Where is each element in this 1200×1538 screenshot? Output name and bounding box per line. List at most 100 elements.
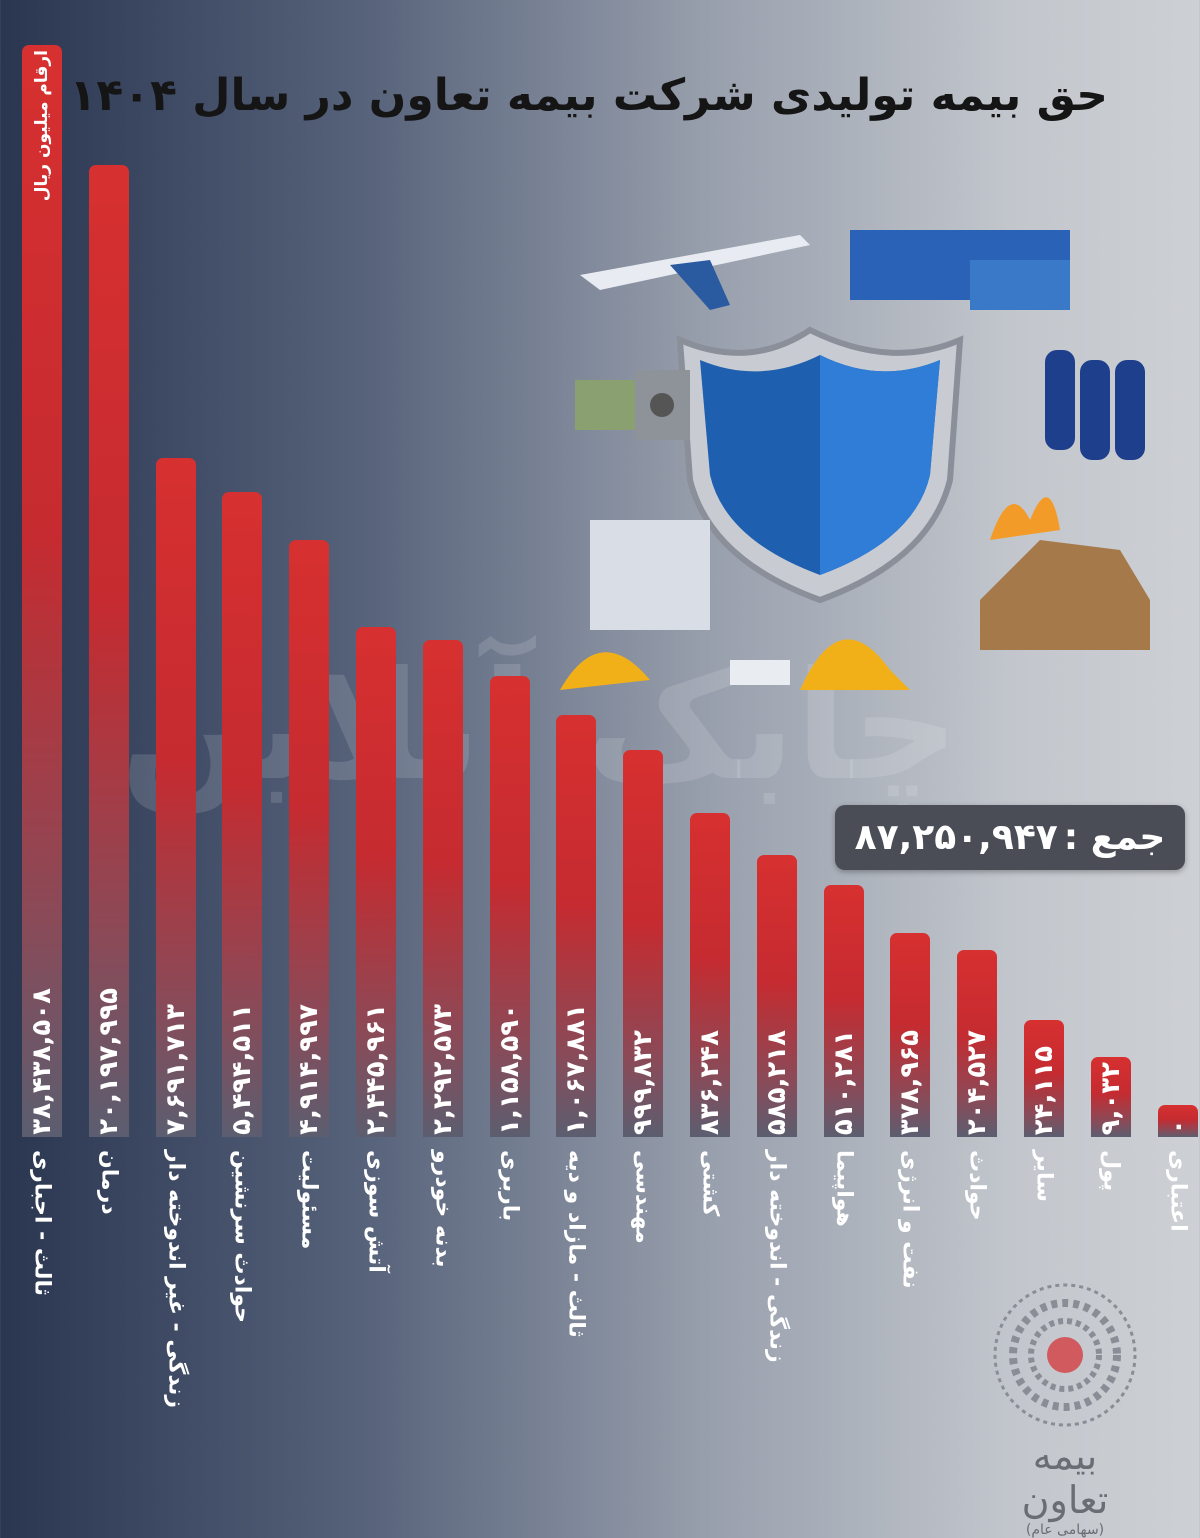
data-label-text: ۲,۲۹۲,۵۷۳ [428, 1004, 458, 1135]
bar-17 [1158, 1105, 1198, 1137]
data-label-text: ۷,۶۹۱,۷۱۳ [161, 1004, 191, 1135]
category-label-text: بدنه خودرو [430, 1150, 456, 1268]
bar-14 [957, 950, 997, 1137]
category-label-text: کشتی [697, 1150, 723, 1217]
data-label-text: ۳۸,۴۳۸,۵۰۸ [27, 988, 57, 1135]
bar-13 [890, 933, 930, 1137]
category-label-text: نفت و انرژی [897, 1150, 923, 1289]
category-label-text: اعتباری [1165, 1150, 1191, 1232]
data-label: ۲۴,۱۱۵ [1024, 1024, 1064, 1135]
category-label: حوادث سرنشین [222, 1150, 262, 1323]
data-label-text: ۹,۰۳۲ [1096, 1061, 1126, 1135]
data-label-text: ۵,۴۹۴,۵۱۱ [227, 1004, 257, 1135]
bar-10 [690, 813, 730, 1137]
category-label-text: آتش سوزی [363, 1150, 389, 1273]
data-label: ۵۱۰,۲۸۱ [824, 889, 864, 1135]
bar-3 [222, 492, 262, 1137]
shield-icon [676, 326, 964, 604]
hard-hat-icon [730, 639, 910, 690]
data-label: ۸۳۶,۲۴۸ [690, 817, 730, 1135]
data-label: ۵,۴۹۴,۵۱۱ [222, 496, 262, 1135]
data-label-text: ۲,۴۴۵,۹۶۱ [361, 1004, 391, 1135]
category-label-text: زندگی - اندوخته دار [764, 1150, 790, 1363]
chart-title: حق بیمه تولیدی شرکت بیمه تعاون در سال ۱۴… [69, 70, 1108, 121]
rosette-logo-icon [993, 1283, 1137, 1427]
gas-cylinder-icon [1045, 350, 1145, 460]
bar-7 [490, 676, 530, 1137]
data-label-text: ۰ [1163, 1119, 1193, 1135]
unit-label-text: ارقام میلیون ریال [32, 50, 52, 202]
category-label-text: باربری [497, 1150, 523, 1222]
category-label-text: حوادث سرنشین [229, 1150, 255, 1323]
data-label: ۲,۲۹۲,۵۷۳ [423, 644, 463, 1135]
burning-house-icon [980, 497, 1150, 650]
data-label-text: ۲۰,۱۹۷,۹۹۵ [94, 988, 124, 1135]
category-label: آتش سوزی [356, 1150, 396, 1273]
category-label: درمان [89, 1150, 129, 1215]
logo-subtitle: (سهامی عام) [1025, 1522, 1105, 1538]
data-label-text: ۱,۱۵۸,۵۹۰ [495, 1004, 525, 1135]
data-label: ۰ [1158, 1109, 1198, 1135]
unit-label: ارقام میلیون ریال [22, 50, 62, 201]
data-label: ۳۷۸,۹۶۵ [890, 937, 930, 1135]
bar-12 [824, 885, 864, 1137]
total-box: جمع : ۸۷,۲۵۰,۹۴۷ [835, 805, 1185, 870]
data-label-text: ۴,۹۱۴,۹۹۷ [294, 1004, 324, 1135]
data-label: ۲۰,۱۹۷,۹۹۵ [89, 169, 129, 1135]
category-label: نفت و انرژی [890, 1150, 930, 1289]
bar-4 [289, 540, 329, 1137]
bar-5 [356, 627, 396, 1137]
data-label-text: ۵۱۰,۲۸۱ [829, 1029, 859, 1135]
data-label-text: ۱,۰۶۷,۸۸۱ [561, 1004, 591, 1135]
data-label-text: ۸۳۶,۲۴۸ [695, 1029, 725, 1135]
category-label: هواپیما [824, 1150, 864, 1227]
category-label: کشتی [690, 1150, 730, 1216]
category-label-text: سایر [1031, 1150, 1057, 1202]
category-label: زندگی - اندوخته دار [757, 1150, 797, 1363]
data-label: ۱,۱۵۸,۵۹۰ [490, 680, 530, 1135]
bar-8 [556, 715, 596, 1137]
insurance-illustrations [560, 230, 1150, 690]
category-label-text: زندگی - غیر اندوخته دار [163, 1150, 189, 1409]
category-label-text: مهندسی [630, 1150, 656, 1244]
category-label: پول [1091, 1150, 1131, 1191]
data-label: ۳۸,۴۳۸,۵۰۸ [22, 49, 62, 1135]
data-label-text: ۵۸۵,۲۱۸ [762, 1029, 792, 1135]
bar-0 [22, 45, 62, 1137]
data-label: ۵۸۵,۲۱۸ [757, 859, 797, 1135]
category-label: بدنه خودرو [423, 1150, 463, 1268]
data-label: ۹۹۹,۸۳۲ [623, 754, 663, 1135]
category-label-text: مسئولیت [296, 1150, 322, 1250]
bar-6 [423, 640, 463, 1137]
data-label-text: ۲۴,۱۱۵ [1029, 1045, 1059, 1135]
category-label: زندگی - غیر اندوخته دار [156, 1150, 196, 1408]
category-label: مهندسی [623, 1150, 663, 1244]
total-value: ۸۷,۲۵۰,۹۴۷ [854, 817, 1058, 858]
category-label-text: ثالث - مازاد و دیه [563, 1150, 589, 1338]
data-label: ۷,۶۹۱,۷۱۳ [156, 462, 196, 1135]
category-label-text: حوادث [964, 1150, 990, 1221]
data-label: ۲,۴۴۵,۹۶۱ [356, 631, 396, 1135]
category-label: سایر [1024, 1150, 1064, 1202]
bar-2 [156, 458, 196, 1137]
airplane-icon [580, 235, 810, 310]
bar-1 [89, 165, 129, 1137]
data-label: ۱,۰۶۷,۸۸۱ [556, 719, 596, 1135]
category-label: اعتباری [1158, 1150, 1198, 1232]
category-label-text: ثالث - اجباری [29, 1150, 55, 1296]
company-logo: بیمه تعاون (سهامی عام) [990, 1280, 1140, 1538]
logo-name: بیمه تعاون [1021, 1434, 1109, 1522]
bar-15 [1024, 1020, 1064, 1137]
data-label-text: ۹۹۹,۸۳۲ [628, 1029, 658, 1135]
category-label: مسئولیت [289, 1150, 329, 1249]
bar-16 [1091, 1057, 1131, 1137]
bar-9 [623, 750, 663, 1137]
data-label-text: ۳۷۸,۹۶۵ [895, 1029, 925, 1135]
truck-icon [850, 230, 1070, 310]
category-label-text: درمان [96, 1150, 122, 1215]
category-label: حوادث [957, 1150, 997, 1221]
total-label: جمع : [1063, 817, 1166, 858]
data-label: ۴,۹۱۴,۹۹۷ [289, 544, 329, 1135]
bar-11 [757, 855, 797, 1137]
data-label: ۹,۰۳۲ [1091, 1061, 1131, 1135]
